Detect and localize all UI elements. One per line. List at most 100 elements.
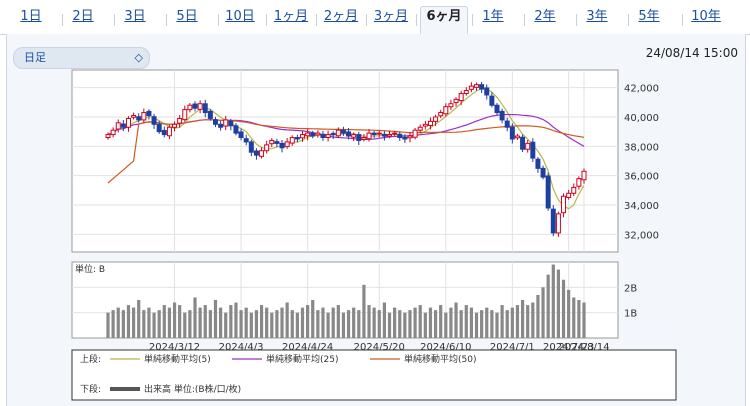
volume-bar xyxy=(387,312,392,338)
volume-bar xyxy=(178,305,182,338)
tab-12[interactable]: 3年 xyxy=(586,9,608,24)
volume-bar xyxy=(162,305,166,338)
volume-bar xyxy=(382,302,386,338)
candle-period-value: 日足 xyxy=(24,51,46,64)
candle-body xyxy=(504,120,510,128)
time-tick-label: 2024/5/20 xyxy=(354,342,405,353)
volume-bar xyxy=(495,312,499,338)
candle-body xyxy=(453,98,459,104)
candle-body xyxy=(197,103,203,110)
price-plot-area xyxy=(71,69,619,253)
tab-5[interactable]: 10日 xyxy=(225,9,255,24)
volume-bar xyxy=(275,310,279,338)
volume-bar xyxy=(515,305,520,338)
volume-bar xyxy=(316,310,320,338)
candle-body xyxy=(361,137,367,140)
tab-separator xyxy=(366,14,367,26)
tab-4[interactable]: 5日 xyxy=(176,9,198,24)
candle-body xyxy=(269,139,275,145)
candle-body xyxy=(576,178,582,187)
time-tick-label: 2024/7/1 xyxy=(490,342,535,353)
candle-body xyxy=(279,142,285,149)
tab-10[interactable]: 1年 xyxy=(482,9,504,24)
volume-bar xyxy=(439,305,443,338)
volume-bar xyxy=(224,312,228,338)
candle-body xyxy=(458,92,464,102)
candle-body xyxy=(233,125,239,134)
tab-6[interactable]: 1ヶ月 xyxy=(273,9,309,24)
candle-body xyxy=(315,132,321,136)
volume-bar xyxy=(265,307,269,338)
ma50-line xyxy=(107,119,585,184)
candle-body xyxy=(494,104,500,114)
tab-8[interactable]: 3ヶ月 xyxy=(373,9,409,24)
volume-bar xyxy=(393,307,397,338)
candle-body xyxy=(545,175,551,209)
tab-11[interactable]: 2年 xyxy=(534,9,556,24)
tab-1[interactable]: 1日 xyxy=(20,9,42,24)
candle-body xyxy=(489,95,495,106)
candle-body xyxy=(192,103,198,109)
volume-bar xyxy=(418,305,422,338)
candle-body xyxy=(136,116,142,121)
candle-body xyxy=(581,170,587,181)
tab-separator xyxy=(166,14,167,26)
volume-bar xyxy=(254,310,259,338)
price-tick-label: 36,000 xyxy=(624,172,659,183)
candle-period-select[interactable]: 日足 ◇ xyxy=(13,47,150,69)
tab-3[interactable]: 3日 xyxy=(124,9,146,24)
volume-bar xyxy=(234,302,238,338)
volume-bar xyxy=(219,307,223,338)
volume-bar xyxy=(536,294,540,338)
time-tick-label: 2024/4/24 xyxy=(282,342,333,353)
volume-bar xyxy=(341,312,346,338)
candle-body xyxy=(110,129,116,136)
candle-body xyxy=(207,110,213,119)
volume-bar xyxy=(137,300,141,338)
volume-bar xyxy=(326,312,330,338)
price-tick-label: 34,000 xyxy=(624,201,659,212)
candle-body xyxy=(320,133,326,139)
volume-bar xyxy=(229,305,233,338)
tab-13[interactable]: 5年 xyxy=(638,9,660,24)
candle-body xyxy=(212,119,218,125)
volume-bar xyxy=(193,297,197,338)
candle-body xyxy=(566,192,572,198)
tab-7[interactable]: 2ヶ月 xyxy=(323,9,359,24)
candle-body xyxy=(310,132,316,137)
volume-legend-label: 出来高 単位:(B株/口/枚) xyxy=(144,383,241,395)
legend-upper-label: 上段: xyxy=(80,353,101,365)
time-tick-label: 2024/7/23 xyxy=(543,342,594,353)
volume-bar xyxy=(285,302,289,338)
tab-separator xyxy=(62,14,63,26)
candle-body xyxy=(571,186,577,194)
volume-bar xyxy=(567,289,571,338)
volume-bar xyxy=(116,307,120,338)
candle-body xyxy=(243,138,249,143)
candle-body xyxy=(402,137,408,140)
volume-bar xyxy=(198,307,202,338)
tab-2[interactable]: 2日 xyxy=(72,9,94,24)
volume-bar xyxy=(259,305,264,338)
candle-body xyxy=(330,132,336,136)
candle-body xyxy=(412,129,418,138)
price-tick-label: 38,000 xyxy=(624,142,659,153)
candle-body xyxy=(294,137,300,140)
volume-bar xyxy=(546,274,550,338)
volume-bar xyxy=(428,307,433,338)
tab-separator xyxy=(316,14,317,26)
candle-body xyxy=(187,104,193,111)
candle-body xyxy=(284,141,290,148)
volume-bar xyxy=(541,287,545,338)
volume-bar xyxy=(131,307,136,338)
volume-bar xyxy=(249,312,253,338)
volume-bar xyxy=(413,307,417,338)
candle-body xyxy=(417,126,423,131)
candle-body xyxy=(151,116,157,125)
volume-bar xyxy=(582,302,586,338)
candle-body xyxy=(351,134,357,138)
volume-bar xyxy=(300,307,305,338)
candle-body xyxy=(555,213,561,234)
volume-bar xyxy=(290,310,294,338)
tab-14[interactable]: 10年 xyxy=(691,9,721,24)
